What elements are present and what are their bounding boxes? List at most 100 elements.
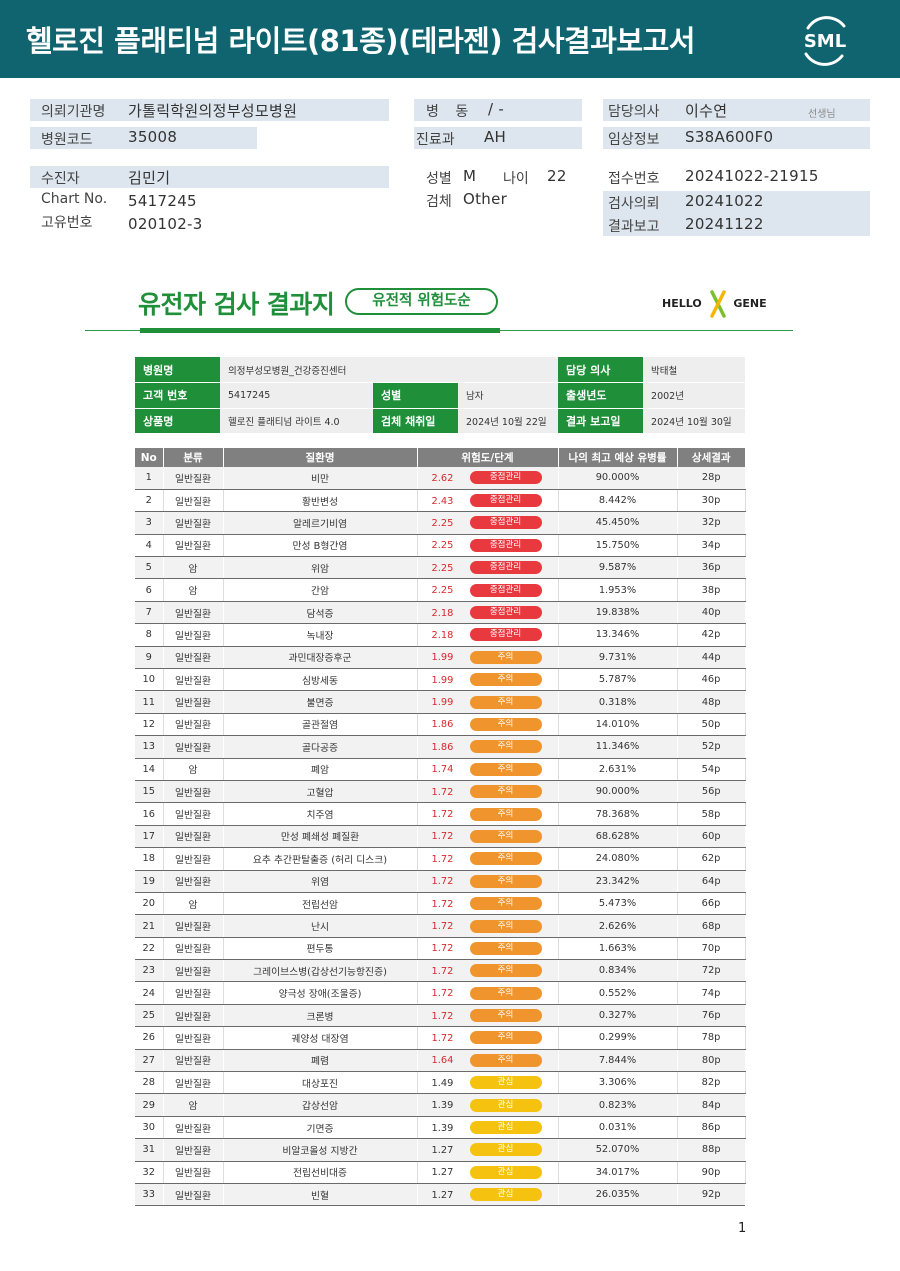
results-body: 1 일반질환 비만 2.62 중점관리 90.000% 28p 2 일반질환 황반변성 2.43 중점… (135, 467, 746, 1207)
row-disease: 전립선암 (223, 892, 418, 916)
summary-product-label: 상품명 (135, 408, 220, 434)
risk-score: 1.39 (431, 1122, 454, 1134)
row-detail-page: 90p (677, 1161, 746, 1185)
info-bar (30, 166, 389, 188)
risk-level-badge: 중점관리 (469, 561, 542, 575)
row-category: 일반질환 (163, 870, 224, 893)
row-prevalence: 0.031% (558, 1116, 678, 1140)
summary-product-value: 헬로진 플래티넘 라이트 4.0 (220, 408, 373, 434)
report-value: 20241122 (685, 215, 764, 233)
risk-score: 2.25 (431, 585, 454, 597)
row-disease: 황반변성 (223, 489, 418, 513)
row-no: 15 (135, 780, 164, 804)
row-disease: 불면증 (223, 690, 418, 714)
row-prevalence: 90.000% (558, 780, 678, 804)
risk-score: 1.99 (431, 697, 454, 709)
risk-score: 2.18 (431, 629, 454, 641)
row-no: 8 (135, 623, 164, 647)
summary-sex-label: 성별 (373, 382, 458, 409)
row-detail-page: 52p (677, 735, 745, 759)
row-detail-page: 48p (677, 690, 745, 714)
row-no: 24 (135, 981, 164, 1005)
dept-value: AH (484, 128, 507, 146)
row-category: 일반질환 (163, 1071, 224, 1095)
row-risk: 1.86 주의 (417, 713, 559, 737)
row-detail-page: 62p (677, 847, 746, 871)
risk-level-badge: 주의 (469, 941, 542, 955)
risk-level-badge: 관심 (469, 1076, 542, 1090)
row-no: 13 (135, 735, 164, 759)
table-row: 16 일반질환 치주염 1.72 주의 78.368% 58p (135, 802, 746, 826)
hospital-code-label: 병원코드 (41, 132, 93, 148)
table-row: 2 일반질환 황반변성 2.43 중점관리 8.442% 30p (135, 489, 746, 513)
risk-level-badge: 주의 (469, 986, 542, 1000)
row-prevalence: 45.450% (558, 511, 678, 535)
divider-accent (140, 328, 500, 333)
row-prevalence: 11.346% (558, 735, 678, 759)
row-risk: 1.39 관심 (417, 1093, 559, 1117)
table-row: 29 암 갑상선암 1.39 관심 0.823% 84p (135, 1093, 745, 1117)
col-header-no: No (135, 448, 164, 467)
table-row: 21 일반질환 난시 1.72 주의 2.626% 68p (135, 914, 745, 938)
summary-customer-value: 5417245 (220, 382, 373, 409)
row-category: 일반질환 (163, 1026, 224, 1050)
row-no: 32 (135, 1161, 164, 1185)
row-no: 27 (135, 1049, 164, 1073)
row-no: 7 (135, 601, 164, 625)
row-detail-page: 72p (677, 959, 745, 983)
risk-score: 2.25 (431, 517, 454, 529)
risk-score: 1.72 (431, 786, 454, 798)
specimen-value: Other (463, 190, 508, 208)
row-risk: 1.49 관심 (417, 1071, 559, 1095)
row-disease: 담석증 (223, 601, 418, 625)
row-risk: 2.18 중점관리 (417, 623, 559, 647)
table-row: 8 일반질환 녹내장 2.18 중점관리 13.346% 42p (135, 623, 746, 647)
header-banner: 헬로진 플래티넘 라이트(81종)(테라젠) 검사결과보고서 SML (0, 0, 900, 78)
col-header-detail: 상세결과 (677, 448, 745, 467)
row-risk: 1.99 주의 (417, 646, 559, 670)
summary-hospital-label: 병원명 (135, 357, 220, 383)
row-risk: 1.72 주의 (417, 959, 559, 983)
risk-score: 2.25 (431, 540, 454, 552)
specimen-label: 검체 (426, 194, 452, 210)
row-no: 16 (135, 802, 164, 826)
row-no: 33 (135, 1183, 164, 1207)
table-row: 13 일반질환 골다공증 1.86 주의 11.346% 52p (135, 735, 745, 759)
table-row: 24 일반질환 양극성 장애(조울증) 1.72 주의 0.552% 74p (135, 981, 746, 1005)
risk-level-badge: 주의 (469, 673, 542, 687)
row-category: 일반질환 (163, 467, 224, 490)
row-detail-page: 28p (677, 467, 745, 490)
row-disease: 폐암 (223, 758, 418, 781)
risk-score: 1.72 (431, 898, 454, 910)
sex-label: 성별 (426, 171, 452, 187)
row-prevalence: 0.552% (558, 981, 678, 1005)
age-value: 22 (547, 167, 567, 185)
row-no: 22 (135, 937, 164, 961)
risk-level-badge: 관심 (469, 1143, 542, 1157)
row-no: 20 (135, 892, 164, 916)
risk-score: 1.72 (431, 1010, 454, 1022)
row-risk: 1.99 주의 (417, 690, 559, 714)
row-risk: 1.74 주의 (417, 758, 559, 781)
row-disease: 심방세동 (223, 668, 418, 692)
row-detail-page: 58p (677, 802, 746, 826)
row-no: 11 (135, 690, 164, 714)
row-no: 2 (135, 489, 164, 513)
chart-value: 5417245 (128, 192, 197, 210)
row-category: 일반질환 (163, 1004, 224, 1028)
risk-score: 1.72 (431, 876, 454, 888)
results-header-row: No 분류 질환명 위험도/단계 나의 최고 예상 유병률 상세결과 (135, 448, 745, 467)
risk-score: 1.99 (431, 652, 454, 664)
row-risk: 1.27 관심 (417, 1138, 559, 1162)
risk-score: 1.27 (431, 1167, 454, 1179)
table-row: 14 암 폐암 1.74 주의 2.631% 54p (135, 758, 746, 781)
row-detail-page: 40p (677, 601, 745, 625)
risk-level-badge: 관심 (469, 1121, 542, 1135)
institution-value: 가톨릭학원의정부성모병원 (128, 102, 298, 120)
row-disease: 궤양성 대장염 (223, 1026, 418, 1050)
risk-level-badge: 주의 (469, 807, 542, 821)
receipt-value: 20241022-21915 (685, 167, 819, 185)
risk-level-badge: 관심 (469, 1188, 542, 1202)
risk-level-badge: 주의 (469, 1053, 542, 1067)
table-row: 18 일반질환 요추 추간판탈출증 (허리 디스크) 1.72 주의 24.080% 62p (135, 847, 746, 871)
